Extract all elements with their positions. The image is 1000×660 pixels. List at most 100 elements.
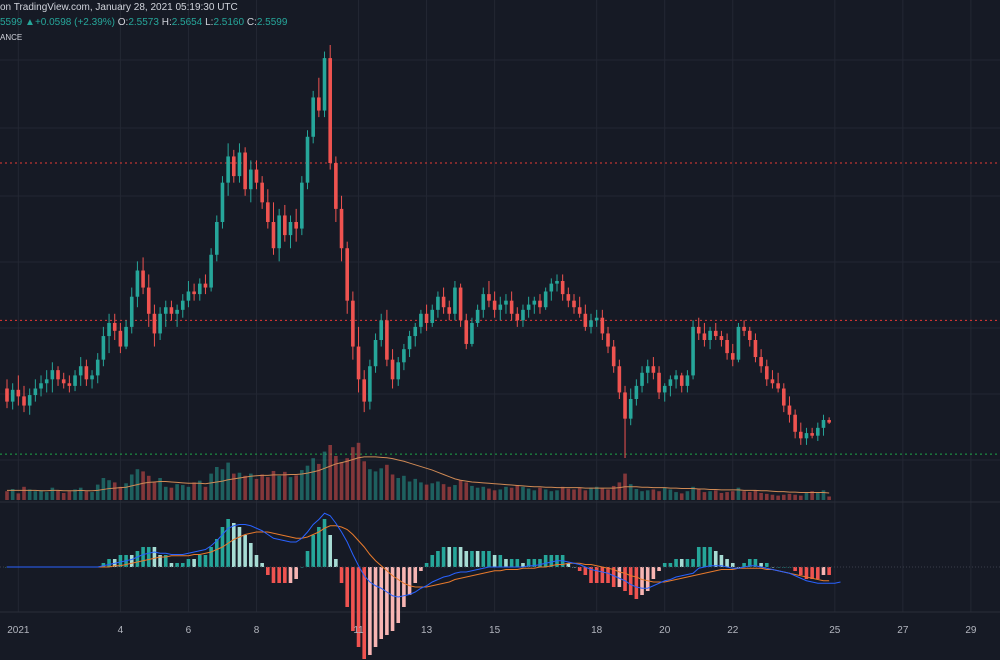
macd-histogram-bar [453, 547, 457, 567]
volume-bar [583, 490, 588, 500]
candle-body [645, 366, 650, 373]
macd-histogram-bar [623, 567, 627, 591]
candle-body [288, 222, 293, 236]
candle [288, 215, 293, 249]
candle-body [50, 370, 55, 380]
candle-body [368, 366, 372, 402]
candle-body [334, 163, 338, 209]
candle [645, 359, 650, 384]
candle-body [95, 359, 100, 376]
candle [266, 189, 270, 229]
candle-body [362, 379, 367, 402]
macd-histogram-bar [804, 567, 809, 579]
candle [203, 274, 208, 295]
macd-histogram [5, 519, 831, 659]
candle-body [634, 385, 639, 399]
candle-body [27, 395, 32, 406]
candle [555, 274, 559, 292]
candle [135, 261, 140, 308]
volume-bar [402, 475, 406, 500]
macd-histogram-bar [271, 567, 276, 583]
volume-bar [396, 478, 401, 500]
macd-histogram-bar [305, 551, 310, 567]
macd-line [7, 512, 841, 598]
candle [816, 422, 820, 441]
candle [254, 160, 259, 190]
macd-histogram-bar [118, 555, 123, 567]
macd-histogram-bar [509, 559, 514, 567]
candle-body [526, 304, 531, 310]
macd-histogram-bar [702, 547, 707, 567]
macd-histogram-bar [685, 559, 690, 567]
macd-histogram-bar [464, 551, 469, 567]
candle-body [209, 254, 213, 288]
volume-bar [589, 487, 593, 500]
volume-bar [436, 481, 440, 500]
volume-bar [526, 488, 531, 500]
candle [742, 320, 746, 337]
candle-body [742, 326, 746, 331]
volume-bar [509, 487, 514, 500]
candle-body [640, 372, 644, 386]
candle-body [691, 326, 695, 376]
candle-body [135, 270, 140, 297]
candle [112, 313, 117, 340]
candle-body [112, 322, 117, 331]
candle-body [44, 379, 49, 384]
x-axis-tick-label: 6 [186, 625, 192, 636]
candle [73, 370, 77, 392]
candle-body [107, 322, 111, 337]
macd-histogram-bar [152, 547, 157, 567]
candle [67, 375, 72, 393]
macd-histogram-bar [679, 559, 684, 567]
volume-bar [50, 487, 55, 500]
candle-body [600, 317, 605, 334]
candle-body [492, 300, 497, 310]
macd-histogram-bar [538, 559, 542, 567]
candle-body [266, 202, 270, 222]
candle [124, 320, 128, 350]
volume-bar [129, 474, 134, 500]
candle-body [532, 300, 537, 305]
candle-body [583, 313, 588, 327]
volume-bar [305, 465, 310, 500]
candle-body [146, 287, 151, 314]
candle-body [464, 320, 469, 344]
volume-bar [146, 475, 151, 500]
volume-bar [368, 469, 372, 500]
header-change: +0.0598 (+2.39%) [34, 17, 115, 28]
candle-body [577, 307, 582, 314]
volume-bar [781, 494, 786, 500]
candle-body [793, 414, 797, 432]
macd-histogram-bar [385, 567, 389, 635]
volume-bar [492, 490, 497, 500]
candle [56, 366, 60, 386]
volume-bar [124, 483, 128, 500]
candle-body [753, 340, 758, 358]
macd-histogram-bar [368, 567, 372, 655]
macd-histogram-bar [589, 567, 593, 583]
macd-histogram-bar [436, 551, 440, 567]
volume-bar [685, 491, 690, 500]
candle-body [441, 296, 446, 308]
candle-body [424, 313, 429, 323]
volume-bar [300, 470, 304, 500]
macd-histogram-bar [362, 567, 367, 659]
candle-body [515, 313, 520, 321]
macd-histogram-bar [577, 567, 582, 571]
candle [436, 291, 440, 318]
volume-bar [651, 489, 656, 500]
macd-histogram-bar [657, 567, 661, 571]
volume-bar [288, 477, 293, 500]
macd-histogram-bar [662, 563, 667, 567]
macd-histogram-bar [356, 567, 361, 647]
candle [810, 427, 814, 439]
macd-histogram-bar [634, 567, 639, 599]
macd-histogram-bar [413, 567, 418, 583]
candle [385, 309, 389, 367]
candle [107, 313, 111, 354]
volume-bar [334, 456, 338, 500]
candle [702, 322, 707, 347]
macd-histogram-bar [816, 567, 820, 579]
